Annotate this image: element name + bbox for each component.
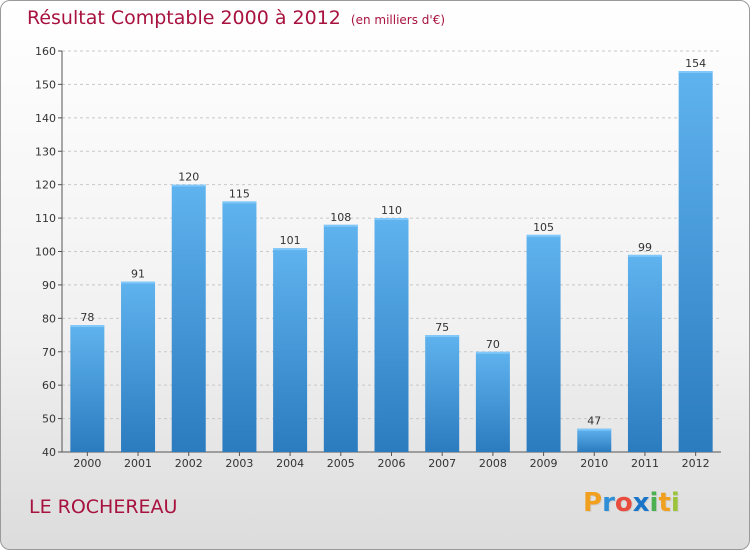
bar-highlight <box>526 234 561 237</box>
bar-2000 <box>70 325 105 452</box>
data-label: 108 <box>330 211 351 224</box>
bar-2004 <box>273 248 308 452</box>
bar-2007 <box>425 335 460 452</box>
data-label: 91 <box>131 268 145 281</box>
bar-highlight <box>70 325 105 328</box>
chart-title: Résultat Comptable 2000 à 2012 <box>27 7 341 29</box>
logo-letter: i <box>670 488 680 518</box>
bar-2006 <box>374 218 409 452</box>
bar-highlight <box>374 218 409 221</box>
x-tick-label: 2010 <box>580 457 608 470</box>
data-label: 101 <box>280 234 301 247</box>
x-tick-label: 2000 <box>73 457 101 470</box>
x-tick-label: 2006 <box>378 457 406 470</box>
data-label: 75 <box>435 321 449 334</box>
logo-letter: x <box>632 488 650 518</box>
data-label: 99 <box>638 241 652 254</box>
data-label: 47 <box>587 415 601 428</box>
bar-highlight <box>222 201 257 204</box>
y-tick-label: 110 <box>35 212 56 225</box>
place-name: LE ROCHEREAU <box>29 496 178 518</box>
logo-letter: i <box>649 488 659 518</box>
bar-2012 <box>678 71 713 453</box>
data-label: 120 <box>178 171 199 184</box>
x-tick-label: 2007 <box>428 457 456 470</box>
bar-2003 <box>222 201 257 452</box>
y-tick-label: 40 <box>42 446 56 459</box>
bar-highlight <box>425 335 460 338</box>
y-tick-label: 130 <box>35 145 56 158</box>
x-tick-label: 2004 <box>276 457 304 470</box>
bar-2002 <box>171 184 206 452</box>
bar-2011 <box>627 254 662 452</box>
x-tick-label: 2011 <box>631 457 659 470</box>
bar-highlight <box>577 428 612 431</box>
x-tick-label: 2002 <box>175 457 203 470</box>
y-tick-label: 140 <box>35 112 56 125</box>
data-label: 105 <box>533 221 554 234</box>
x-tick-label: 2012 <box>682 457 710 470</box>
logo-letter: o <box>614 488 633 518</box>
y-tick-label: 90 <box>42 279 56 292</box>
x-tick-label: 2009 <box>530 457 558 470</box>
bar-highlight <box>627 254 662 257</box>
y-tick-label: 120 <box>35 179 56 192</box>
bar-highlight <box>171 184 206 187</box>
x-tick-label: 2003 <box>225 457 253 470</box>
data-label: 115 <box>229 187 250 200</box>
x-tick-label: 2005 <box>327 457 355 470</box>
bar-highlight <box>121 281 156 284</box>
bar-2009 <box>526 234 561 452</box>
labels: 40 50 60 70 80 90 100 110 120 130 140 150 160 78 2000 9… <box>35 45 710 470</box>
data-label: 154 <box>685 57 706 70</box>
chart-subtitle: (en milliers d'€) <box>350 13 446 27</box>
bar-2001 <box>121 281 156 452</box>
bar-highlight <box>475 351 510 354</box>
logo-letter: r <box>602 488 615 518</box>
chart-title-block: Résultat Comptable 2000 à 2012 (en millie… <box>27 7 445 29</box>
bar-highlight <box>273 248 308 251</box>
x-tick-label: 2008 <box>479 457 507 470</box>
y-tick-label: 80 <box>42 312 56 325</box>
bar-2005 <box>323 224 358 452</box>
bar-highlight <box>678 71 713 74</box>
data-label: 70 <box>486 338 500 351</box>
data-label: 110 <box>381 204 402 217</box>
data-label: 78 <box>80 311 94 324</box>
bar-highlight <box>323 224 358 227</box>
y-tick-label: 160 <box>35 45 56 58</box>
bar-2010 <box>577 428 612 452</box>
bars <box>70 71 713 453</box>
bar-2008 <box>475 351 510 452</box>
logo-letter: t <box>658 488 671 518</box>
y-tick-label: 100 <box>35 246 56 259</box>
y-tick-label: 60 <box>42 379 56 392</box>
proxiti-logo: Proxiti <box>583 488 680 518</box>
logo-letter: P <box>583 488 603 518</box>
y-tick-label: 70 <box>42 346 56 359</box>
x-tick-label: 2001 <box>124 457 152 470</box>
y-tick-label: 50 <box>42 413 56 426</box>
y-tick-label: 150 <box>35 78 56 91</box>
